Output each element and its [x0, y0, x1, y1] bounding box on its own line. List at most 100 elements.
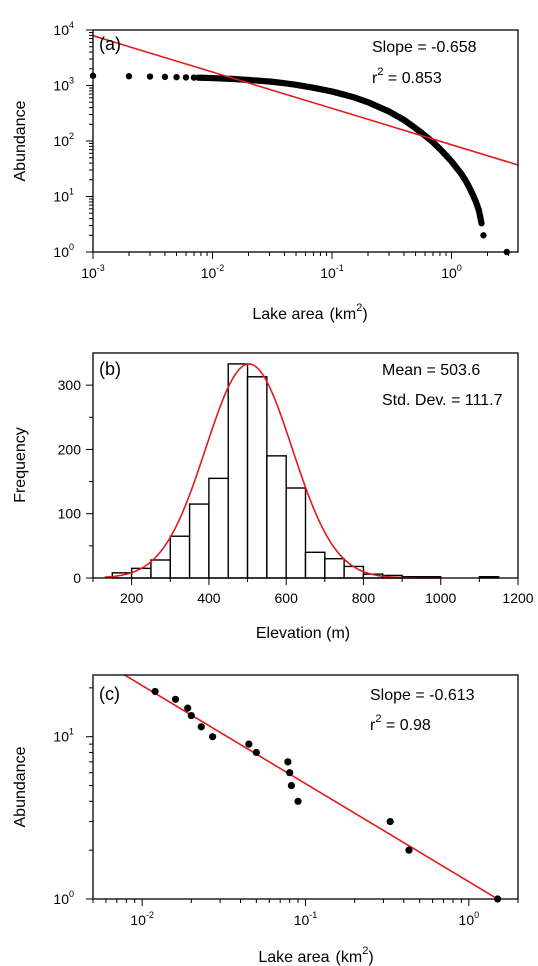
panel-a-plot-area — [89, 34, 519, 256]
panel-a-data-point — [161, 73, 169, 81]
panel-c-label: (c) — [99, 684, 120, 704]
panel-c-data-point — [197, 723, 205, 731]
panel-c-r2-exponent: 2 — [375, 713, 381, 725]
panel-b-histogram-bar — [246, 376, 268, 579]
panel-c-data-point — [245, 740, 253, 748]
panel-a-data-point — [190, 74, 198, 81]
panel-a-frame — [92, 29, 519, 253]
panel-c-r2-annotation: r2 = 0.98 — [370, 713, 431, 734]
panel-b-histogram-bar — [304, 551, 326, 579]
panel-b-histogram-bar — [208, 477, 229, 579]
panel-b-histogram-bar — [324, 558, 345, 579]
panel-b-y-tick-label: 200 — [58, 441, 82, 457]
panel-a-r2-exponent: 2 — [377, 66, 383, 78]
panel-a-y-tick-label: 10 — [53, 244, 69, 260]
panel-b-normal-curve — [104, 363, 441, 579]
panel-a-data-point — [125, 73, 133, 80]
panel-a-y-tick-label: 10 — [53, 133, 69, 149]
panel-c-data-point — [252, 748, 260, 757]
panel-a-x-tick-label: 100 — [441, 263, 462, 281]
panel-b-std-annotation: Std. Dev. = 111.7 — [382, 392, 503, 409]
panel-a-y-tick-exponent: 4 — [69, 20, 74, 30]
panel-a-x-tick-label: 10-2 — [201, 263, 225, 281]
panel-a-x-axis-unit-exp: 2 — [356, 302, 362, 314]
panel-b-x-tick-label: 800 — [352, 590, 376, 606]
panel-b-histogram-bar — [266, 455, 287, 579]
panel-a-label: (a) — [99, 34, 121, 54]
panel-b-histogram-bar — [285, 487, 307, 579]
panel-c-frame — [92, 674, 519, 900]
panel-b-x-ticks: 200 400 600 800 1000 1200 — [92, 578, 534, 606]
panel-c-y-tick-label: 10 — [53, 891, 69, 907]
panel-c-data-point — [405, 846, 413, 854]
panel-b-x-axis-title: Elevation (m) — [256, 625, 350, 642]
panel-c-x-axis-unit-close: ) — [368, 949, 373, 966]
panel-a-data-point — [478, 220, 485, 227]
panel-b-plot-area — [104, 363, 500, 579]
panel-c-r2-symbol: r — [370, 717, 376, 734]
panel-a-y-tick-label: 10 — [53, 78, 69, 94]
panel-c-x-axis-unit: (km — [336, 949, 363, 966]
panel-a-y-tick-label: 10 — [53, 189, 69, 205]
panel-c-x-tick-label: 10-2 — [130, 910, 154, 928]
panel-b-x-tick-label: 1000 — [425, 590, 456, 606]
panel-a-x-tick-label: 10-1 — [320, 263, 344, 281]
panel-c-data-point — [284, 758, 292, 766]
panel-a-fit-line — [92, 34, 519, 166]
panel-a-x-ticks: 10-3 10-2 10-1 100 — [81, 252, 510, 281]
panel-a-r2-annotation: r2 = 0.853 — [372, 66, 442, 87]
panel-b-y-tick-label: 100 — [58, 506, 82, 522]
panel-c-data-point — [187, 711, 195, 720]
panel-a-x-axis-title: Lake area (km2) — [252, 302, 367, 323]
panel-c-data-point — [294, 797, 302, 805]
panel-b-histogram-bar — [130, 567, 152, 579]
panel-b-x-tick-label: 200 — [120, 590, 144, 606]
panel-c-y-tick-exponent: 1 — [69, 727, 74, 737]
panel-a-abundance-vs-area: (a) Slope = -0.658 r2 = 0.853 10-3 10-2 10… — [12, 20, 519, 323]
panel-a-x-axis-unit: (km — [330, 306, 357, 323]
panel-a-r2-value: = 0.853 — [383, 70, 441, 87]
panel-c-x-axis-name: Lake area — [258, 949, 329, 966]
panel-c-data-point — [286, 769, 294, 777]
panel-b-label: (b) — [99, 359, 121, 379]
panel-b-x-tick-label: 400 — [197, 590, 221, 606]
panel-c-data-point — [171, 695, 180, 703]
panel-c-x-ticks: 10-2 10-1 100 — [92, 899, 519, 928]
panel-a-y-tick-exponent: 1 — [69, 187, 74, 197]
panel-b-histogram-bar — [343, 565, 365, 579]
panel-a-x-axis-unit-close: ) — [362, 306, 367, 323]
panel-b-x-tick-label: 1200 — [502, 590, 533, 606]
panel-b-elevation-histogram: (b) Mean = 503.6 Std. Dev. = 111.7 200 40… — [12, 352, 534, 642]
panel-a-data-point — [182, 74, 190, 81]
panel-c-abundance-vs-area: (c) Slope = -0.613 r2 = 0.98 10-2 10-1 100… — [12, 674, 519, 966]
panel-b-y-tick-label: 300 — [58, 377, 82, 393]
panel-b-y-ticks: 0 100 200 300 — [58, 377, 93, 586]
panel-c-plot-area — [124, 674, 502, 903]
panel-a-data-point — [146, 73, 154, 80]
panel-b-y-axis-title: Frequency — [12, 427, 29, 503]
panel-a-data-point — [173, 73, 180, 81]
panel-b-frame — [92, 352, 519, 579]
panel-c-y-tick-exponent: 0 — [69, 889, 74, 899]
panel-b-histogram-bar — [188, 503, 210, 579]
panel-b-y-tick-label: 0 — [73, 570, 81, 586]
panel-b-x-tick-label: 600 — [275, 590, 299, 606]
panel-b-histogram-bar — [150, 559, 171, 579]
panel-c-slope-annotation: Slope = -0.613 — [370, 687, 475, 704]
panel-a-r2-symbol: r — [372, 70, 378, 87]
panel-c-data-point — [287, 781, 296, 790]
panel-b-mean-annotation: Mean = 503.6 — [382, 362, 480, 379]
panel-b-histogram-bar — [169, 535, 191, 579]
panel-c-data-point — [151, 687, 159, 696]
panel-a-data-point — [480, 232, 487, 239]
panel-a-y-tick-label: 10 — [53, 22, 69, 38]
panel-a-y-tick-exponent: 3 — [69, 76, 74, 86]
panel-c-data-point — [209, 733, 217, 741]
panel-c-x-tick-label: 10-1 — [294, 910, 318, 928]
panel-b-histogram-bar — [227, 363, 249, 579]
panel-c-fit-line — [124, 674, 499, 900]
panel-a-y-tick-exponent: 2 — [69, 131, 74, 141]
